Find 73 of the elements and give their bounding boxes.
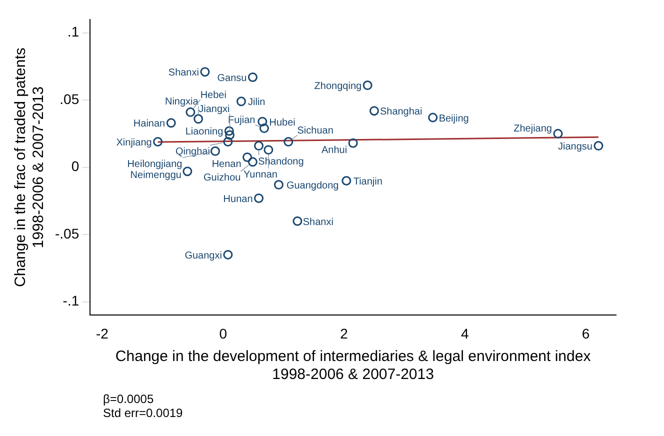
x-tick-label: 0 (219, 325, 228, 342)
point (292, 216, 302, 226)
annotation: Jiangxi (198, 104, 230, 115)
x-axis-title: Change in the development of intermediaries & legal environment index 1998-2006 & 2007-2013 (115, 348, 592, 384)
y-tick-label: 0 (71, 158, 80, 174)
x-tick-label: 6 (582, 325, 590, 342)
annotation: Zhongqing (314, 81, 362, 92)
annotation: Ningxia (164, 96, 199, 108)
annotation: Guizhou (203, 172, 241, 184)
text: β=0.0005 (103, 392, 155, 406)
annotation: Hainan (133, 118, 166, 130)
point (369, 106, 379, 116)
annotation: Hubei (269, 117, 296, 128)
point (225, 130, 235, 140)
point (274, 180, 284, 190)
point (248, 157, 258, 167)
point (259, 124, 269, 134)
point (553, 128, 563, 138)
annotation: Sichuan (297, 126, 334, 137)
point (223, 137, 233, 147)
point (200, 67, 210, 77)
annotation: Beijing (438, 113, 469, 124)
point (348, 138, 358, 148)
point (362, 80, 372, 90)
text: Std err=0.0019 (103, 406, 184, 420)
annotation: Tianjin (353, 176, 382, 188)
annotation: Jiangsu (558, 142, 592, 153)
annotation: Guangdong (286, 180, 339, 192)
point (166, 118, 176, 128)
annotation: Heilongjiang (127, 158, 182, 170)
y-tick-label: -.1 (62, 292, 80, 309)
point (258, 116, 268, 126)
annotation: Qinghai (175, 146, 210, 158)
point (223, 250, 233, 260)
y-axis-title: Change in the frac of traded patents 1998-2006 & 2007-2013 (12, 48, 48, 287)
point (182, 166, 192, 176)
annotation: Shanxi (302, 216, 334, 228)
annotation: Guangxi (184, 250, 222, 262)
annotation: Henan (212, 158, 242, 170)
annotation: Neimenggu (130, 170, 182, 182)
x-tick-label: 2 (340, 325, 348, 342)
annotation: Jilin (248, 97, 266, 108)
point (194, 114, 204, 124)
annotation: Xinjiang (116, 138, 152, 149)
point (236, 96, 246, 106)
y-tick-label: -.05 (55, 225, 80, 242)
annotation: Shanghai (380, 106, 422, 118)
annotation: Shandong (258, 156, 304, 168)
annotation: Gansu (217, 72, 247, 84)
point (264, 145, 274, 155)
annotation: Yunnan (244, 170, 278, 181)
annotation: Liaoning (185, 126, 224, 138)
annotation: Hunan (223, 194, 253, 205)
point (284, 137, 294, 147)
point (342, 176, 352, 186)
annotation: Anhui (321, 144, 348, 156)
x-tick-label: -2 (96, 325, 109, 342)
y-tick-label: .1 (67, 24, 80, 40)
point (186, 107, 196, 117)
point (242, 152, 252, 162)
point (210, 146, 220, 156)
point (224, 126, 234, 136)
point (153, 137, 163, 147)
x-tick-label: 4 (460, 325, 469, 342)
point (254, 141, 264, 151)
annotation: Shanxi (168, 68, 199, 79)
point (248, 72, 258, 82)
point (254, 193, 264, 203)
point (428, 112, 438, 122)
annotation: Zhejiang (514, 123, 552, 134)
y-tick-label: .05 (60, 90, 80, 107)
point (594, 141, 604, 151)
annotation: Hebei (200, 90, 226, 101)
